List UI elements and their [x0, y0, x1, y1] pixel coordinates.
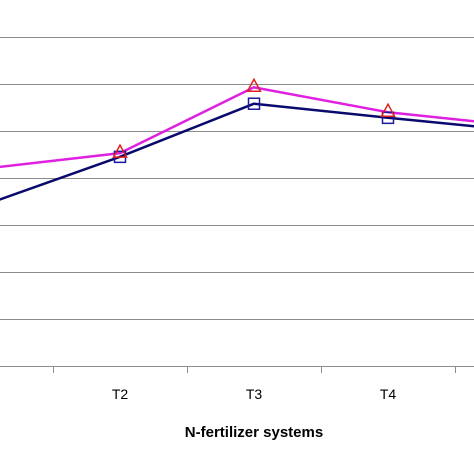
x-tick-label-T3: T3: [246, 386, 263, 402]
square-marker-point-T3: [247, 97, 261, 110]
triangle-marker-point-T2: [112, 143, 128, 158]
x-axis: [0, 366, 474, 373]
tick-labels: T2 T3 T4: [112, 386, 397, 402]
x-tick-label-T2: T2: [112, 386, 129, 402]
series-lines: [0, 86, 474, 201]
square-marker-point-T4: [381, 111, 395, 125]
series-line-1: [0, 102, 474, 201]
x-axis-title: N-fertilizer systems: [185, 424, 323, 441]
triangle-marker-point-T4: [380, 102, 396, 117]
gridlines: [0, 37, 474, 320]
series-markers: [112, 77, 396, 164]
x-tick-label-T4: T4: [380, 386, 397, 402]
series-line-2: [0, 86, 474, 169]
triangle-marker-point-T3: [246, 77, 262, 93]
